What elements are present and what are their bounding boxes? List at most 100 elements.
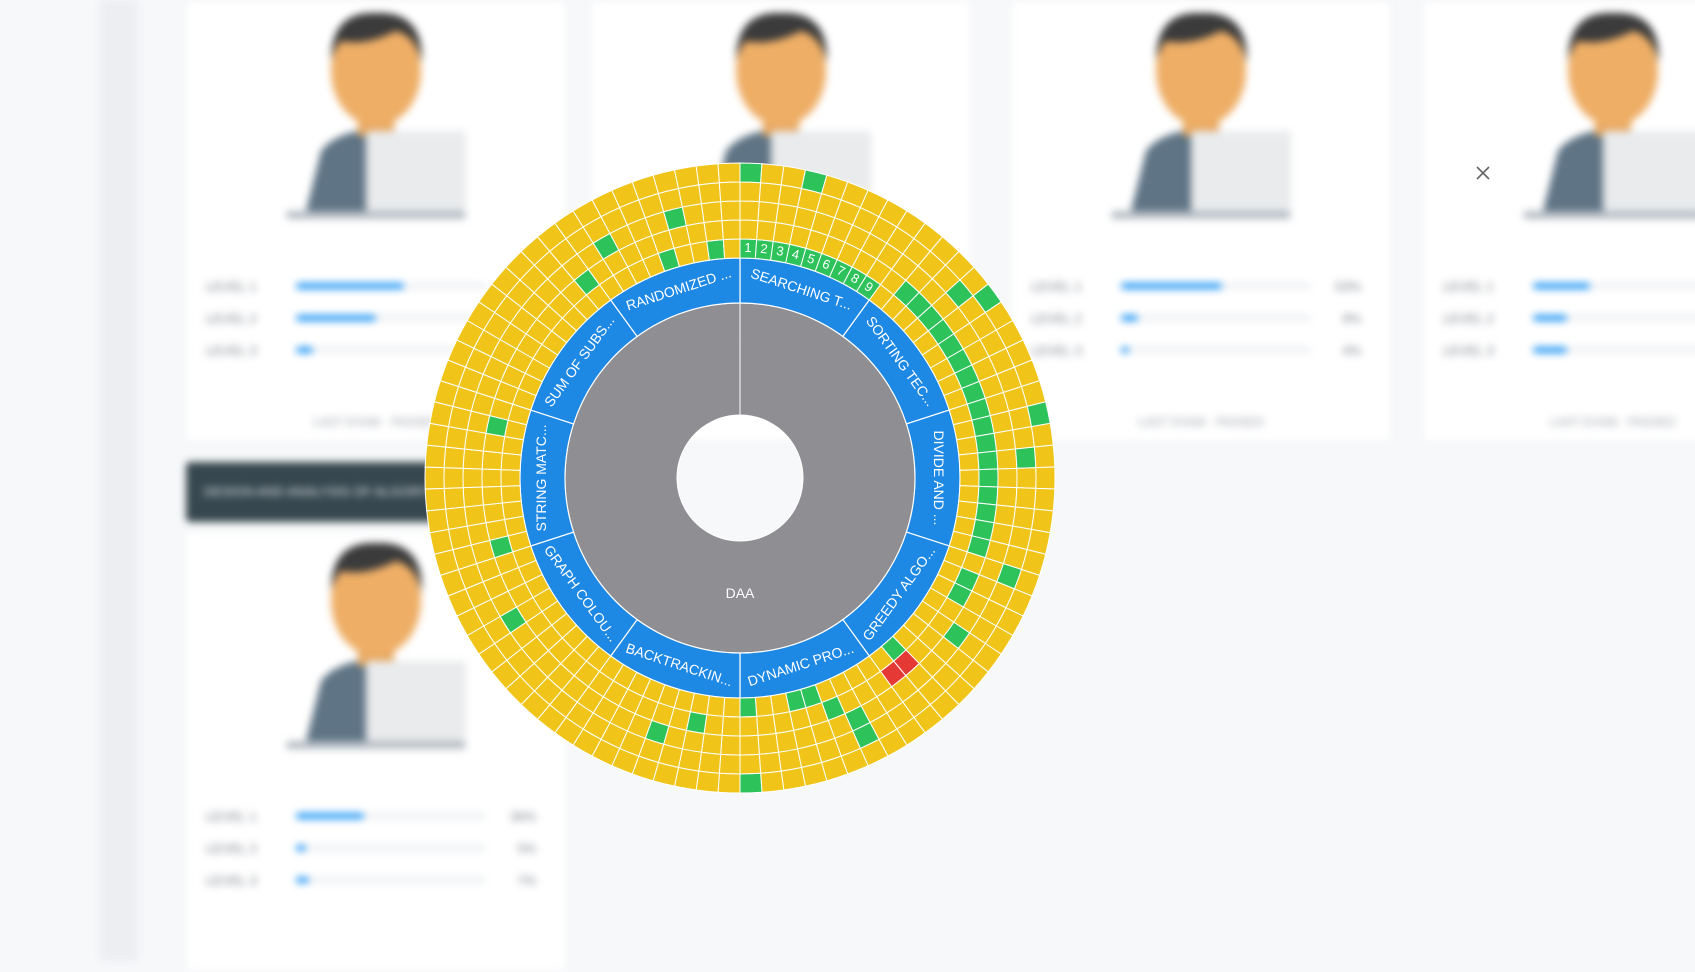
topic-status-cell[interactable] (721, 219, 741, 241)
topic-status-cell[interactable] (481, 468, 502, 488)
topic-status-cell[interactable] (500, 452, 522, 471)
topic-status-cell[interactable] (770, 692, 791, 716)
topic-status-cell[interactable] (500, 485, 522, 504)
topic-status-cell[interactable] (758, 182, 782, 205)
topic-status-cell[interactable] (706, 239, 726, 261)
topic-status-cell[interactable] (445, 426, 468, 450)
topic-status-cell[interactable] (977, 485, 999, 506)
skill-row: LEVEL 1 (206, 276, 546, 296)
topic-status-cell[interactable] (1030, 508, 1054, 534)
topic-status-cell[interactable] (739, 772, 763, 794)
topic-status-cell[interactable] (721, 715, 741, 737)
student-card[interactable]: LEVEL 1 53% LEVEL 2 9% LEVEL 3 4% LAST EX… (1010, 0, 1392, 442)
skill-label: LEVEL 3 (206, 343, 257, 358)
topic-status-cell[interactable] (720, 200, 741, 222)
student-card[interactable]: LEVEL 1 LEVEL 2 LEVEL 3 LAST EXAM · PASS… (1422, 0, 1695, 442)
topic-status-cell[interactable] (500, 469, 521, 487)
topic-status-cell[interactable] (462, 467, 483, 489)
topic-status-cell[interactable] (758, 751, 782, 774)
topic-status-cell[interactable] (720, 734, 741, 756)
topic-status-cell[interactable] (717, 162, 741, 184)
topic-status-cell[interactable] (445, 506, 468, 530)
student-card[interactable]: LEVEL 1 LEVEL 2 LEVEL 3 LAST EXAM · PASS… (185, 0, 567, 442)
topic-status-cell[interactable] (462, 486, 484, 508)
topic-status-cell[interactable] (722, 696, 741, 718)
topic-status-cell[interactable] (739, 200, 760, 222)
topic-status-cell[interactable] (685, 221, 708, 245)
topic-status-cell[interactable] (717, 772, 741, 794)
skill-progress-bar (1533, 283, 1695, 289)
topic-status-cell[interactable] (754, 695, 774, 717)
topic-status-cell[interactable] (501, 500, 524, 521)
topic-status-cell[interactable] (689, 240, 710, 264)
topic-status-cell[interactable] (424, 487, 447, 512)
topic-status-cell[interactable] (756, 714, 777, 736)
topic-status-cell[interactable] (1033, 487, 1056, 512)
topic-status-cell[interactable] (443, 487, 466, 510)
topic-status-cell[interactable] (1035, 466, 1056, 490)
topic-status-cell[interactable] (996, 448, 1018, 470)
topic-status-cell[interactable] (429, 528, 454, 555)
topic-status-cell[interactable] (760, 770, 785, 793)
topic-status-cell[interactable] (1030, 422, 1054, 448)
topic-status-cell[interactable] (1026, 401, 1051, 428)
topic-status-cell[interactable] (772, 711, 795, 735)
topic-status-cell[interactable] (1012, 426, 1035, 450)
root-label: DAA (726, 585, 755, 601)
topic-status-cell[interactable] (703, 220, 724, 242)
topic-status-cell[interactable] (780, 766, 807, 791)
topic-status-cell[interactable] (958, 452, 980, 471)
topic-status-cell[interactable] (997, 467, 1018, 489)
topic-status-cell[interactable] (426, 508, 450, 534)
topic-status-cell[interactable] (681, 203, 705, 227)
topic-status-cell[interactable] (482, 502, 506, 524)
topic-status-cell[interactable] (1014, 487, 1037, 510)
topic-status-cell[interactable] (718, 753, 741, 775)
topic-status-cell[interactable] (993, 429, 1017, 452)
topic-status-cell[interactable] (756, 220, 777, 242)
topic-status-cell[interactable] (481, 485, 503, 506)
topic-status-cell[interactable] (698, 751, 722, 774)
topic-status-cell[interactable] (977, 450, 999, 471)
topic-status-cell[interactable] (739, 181, 762, 203)
topic-status-cell[interactable] (462, 448, 484, 470)
topic-status-cell[interactable] (739, 734, 760, 756)
topic-status-cell[interactable] (1033, 444, 1056, 469)
topic-status-cell[interactable] (481, 450, 503, 471)
topic-status-cell[interactable] (757, 201, 780, 224)
topic-status-cell[interactable] (959, 469, 980, 487)
close-button[interactable] (1470, 160, 1496, 186)
topic-status-cell[interactable] (757, 732, 780, 755)
topic-status-cell[interactable] (426, 422, 450, 448)
topic-status-cell[interactable] (722, 238, 741, 260)
topic-status-cell[interactable] (700, 201, 723, 224)
topic-status-cell[interactable] (739, 219, 759, 241)
topic-status-cell[interactable] (775, 729, 799, 753)
topic-status-cell[interactable] (718, 181, 741, 203)
topic-status-cell[interactable] (956, 435, 979, 456)
topic-status-cell[interactable] (958, 485, 980, 504)
topic-status-cell[interactable] (978, 468, 999, 488)
topic-status-cell[interactable] (695, 163, 720, 186)
topic-status-cell[interactable] (698, 182, 722, 205)
topic-status-cell[interactable] (974, 432, 998, 454)
topic-status-cell[interactable] (1016, 467, 1037, 489)
topic-status-cell[interactable] (760, 163, 785, 186)
topic-status-cell[interactable] (739, 696, 758, 718)
topic-status-cell[interactable] (424, 444, 447, 469)
topic-status-cell[interactable] (703, 714, 724, 736)
topic-status-cell[interactable] (739, 715, 759, 737)
topic-status-cell[interactable] (695, 770, 720, 793)
topic-status-cell[interactable] (673, 165, 700, 190)
topic-status-cell[interactable] (424, 466, 445, 490)
topic-status-cell[interactable] (1012, 506, 1035, 530)
topic-status-cell[interactable] (700, 732, 723, 755)
topic-status-cell[interactable] (1014, 446, 1037, 469)
topic-status-cell[interactable] (739, 162, 763, 184)
topic-status-cell[interactable] (739, 753, 762, 775)
topic-status-cell[interactable] (996, 486, 1018, 508)
topic-status-cell[interactable] (443, 467, 464, 489)
topic-status-cell[interactable] (443, 446, 466, 469)
topic-status-cell[interactable] (463, 504, 487, 527)
